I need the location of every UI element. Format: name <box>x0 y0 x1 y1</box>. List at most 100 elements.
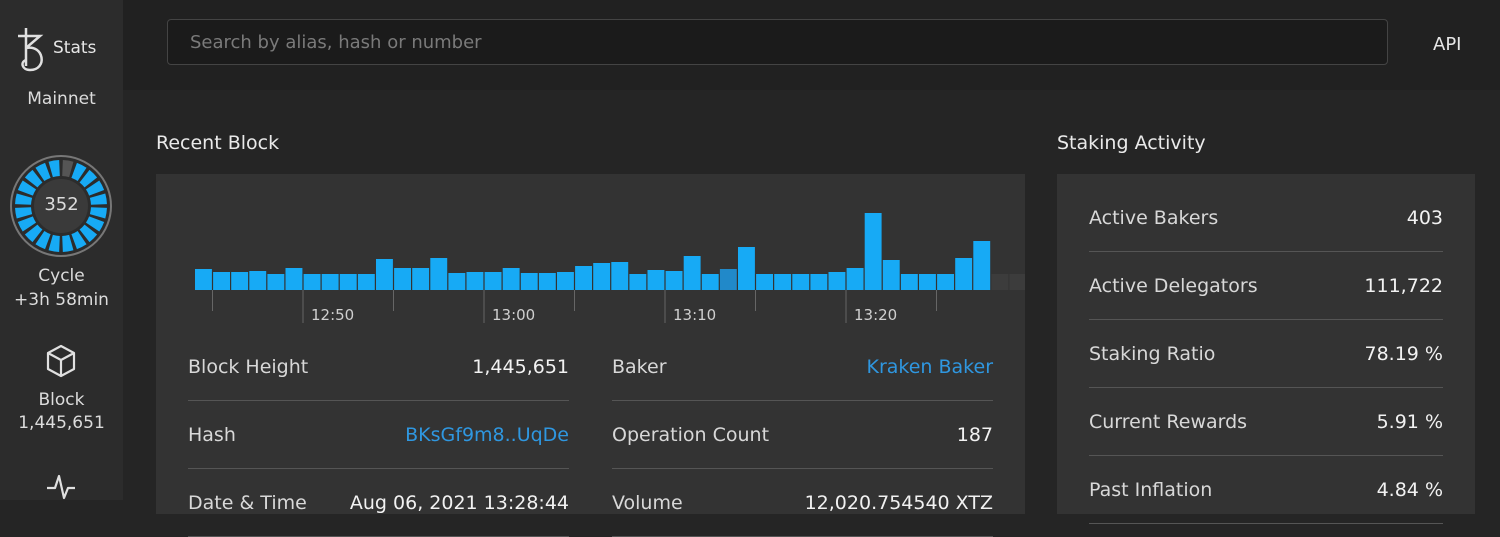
bar <box>394 268 411 290</box>
api-link[interactable]: API <box>1433 34 1462 55</box>
block-chart: 12:50 13:00 13:10 13:20 <box>195 213 1025 324</box>
cycle-ring <box>10 155 112 257</box>
bar <box>538 273 556 290</box>
bar <box>448 273 466 290</box>
bar <box>810 274 828 290</box>
bar <box>557 272 574 290</box>
info-row: Current Rewards 5.91 % <box>1089 388 1443 456</box>
bar <box>466 272 484 290</box>
cycle-label[interactable]: Cycle <box>38 266 85 286</box>
recent-block-panel: 12:50 13:00 13:10 13:20 Block Height 1,445,6… <box>156 174 1025 537</box>
block-icon <box>46 344 76 378</box>
bar <box>683 256 701 290</box>
info-row: Volume 12,020.754540 XTZ <box>612 469 993 537</box>
bar <box>213 272 230 290</box>
ring-segment <box>85 216 105 232</box>
bar <box>973 241 991 290</box>
block-label[interactable]: Block <box>38 390 85 410</box>
network[interactable]: Mainnet <box>27 89 96 109</box>
section-title: Recent Block <box>156 132 280 154</box>
cycle-remaining: +3h 58min <box>14 290 109 310</box>
ring-segment <box>24 224 43 243</box>
bar <box>955 258 973 290</box>
bar <box>665 271 683 290</box>
bar <box>195 269 212 290</box>
info-row: Past Inflation 4.84 % <box>1089 456 1443 524</box>
row-label: Current Rewards <box>1089 411 1248 433</box>
staking-panel: Active Bakers 403 Active Delegators 111,722… <box>1057 174 1475 524</box>
logo <box>18 28 44 72</box>
bar <box>376 259 393 290</box>
row-link[interactable]: Kraken Baker <box>866 356 993 378</box>
info-row: Date & Time Aug 06, 2021 13:28:44 <box>188 469 569 537</box>
bar <box>575 266 592 290</box>
ring-segment <box>71 162 87 182</box>
bar <box>1009 274 1025 290</box>
row-label: Baker <box>612 356 667 378</box>
info-row: Active Bakers 403 <box>1089 184 1443 252</box>
x-tick-label: 12:50 <box>311 306 354 324</box>
info-row: Hash BKsGf9m8..UqDe <box>188 401 569 469</box>
bar <box>249 271 267 290</box>
cycle-number: 352 <box>44 194 79 215</box>
info-row: Active Delegators 111,722 <box>1089 252 1443 320</box>
bar <box>629 274 647 290</box>
bar <box>484 272 502 290</box>
brand[interactable]: Stats <box>53 38 97 58</box>
ring-segment <box>62 160 74 178</box>
ring-segment <box>15 207 33 219</box>
bar <box>864 213 882 290</box>
ring-segment <box>89 193 107 205</box>
row-label: Staking Ratio <box>1089 343 1216 365</box>
block-height: 1,445,651 <box>18 413 105 433</box>
x-tick-label: 13:10 <box>673 306 716 324</box>
row-value: 1,445,651 <box>472 356 569 378</box>
bar <box>502 268 520 290</box>
bar <box>231 272 249 290</box>
row-label: Active Bakers <box>1089 207 1219 229</box>
bar <box>738 247 755 290</box>
bar <box>756 274 773 290</box>
ring-segment <box>62 234 74 252</box>
row-value: 111,722 <box>1364 275 1443 297</box>
section-title: Staking Activity <box>1057 132 1206 154</box>
ring-segment <box>48 234 60 252</box>
row-value: 12,020.754540 XTZ <box>804 492 993 514</box>
bar <box>882 260 900 290</box>
bar <box>412 268 430 290</box>
row-value: Aug 06, 2021 13:28:44 <box>349 492 569 514</box>
row-link[interactable]: BKsGf9m8..UqDe <box>405 424 569 446</box>
bar <box>303 274 321 290</box>
bar <box>919 274 936 290</box>
bar <box>430 258 448 290</box>
bar <box>701 274 719 290</box>
x-tick-label: 13:20 <box>854 306 897 324</box>
info-row: Block Height 1,445,651 <box>188 333 569 401</box>
bar <box>719 269 737 290</box>
bar <box>285 268 303 290</box>
info-row: Operation Count 187 <box>612 401 993 469</box>
page: Stats Mainnet 352 Cycle +3h 58min Block … <box>10 19 1475 537</box>
row-label: Volume <box>612 492 683 514</box>
ring-segment <box>79 169 98 188</box>
ring-segment <box>15 193 33 205</box>
search-input[interactable]: Search by alias, hash or number <box>167 19 1388 65</box>
row-label: Hash <box>188 424 236 446</box>
ring-segment <box>71 230 87 250</box>
row-value: 4.84 % <box>1376 479 1443 501</box>
ring-segment <box>17 216 37 232</box>
row-value: 78.19 % <box>1364 343 1444 365</box>
bar <box>520 273 538 290</box>
row-label: Past Inflation <box>1089 479 1213 501</box>
ring-segment <box>85 180 105 196</box>
row-label: Active Delegators <box>1089 275 1258 297</box>
row-label: Date & Time <box>188 492 307 514</box>
bar <box>611 262 629 290</box>
activity-icon[interactable] <box>45 472 77 500</box>
ring-segment <box>17 180 37 196</box>
row-value: 403 <box>1406 207 1443 229</box>
ring-segment <box>89 207 107 219</box>
row-value: 5.91 % <box>1376 411 1443 433</box>
bar <box>900 274 918 290</box>
row-label: Operation Count <box>612 424 770 446</box>
